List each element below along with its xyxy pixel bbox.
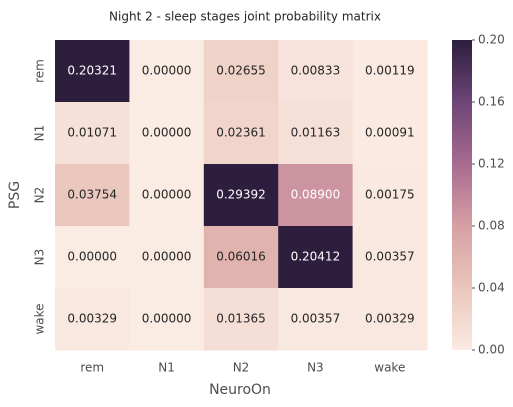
heatmap-cell xyxy=(203,164,279,227)
cell-label: 0.20412 xyxy=(291,250,341,264)
cell-label: 0.02361 xyxy=(216,126,266,140)
cell-label: 0.03754 xyxy=(67,188,117,202)
y-tick-label: N3 xyxy=(33,249,47,266)
cell-label: 0.08900 xyxy=(291,188,341,202)
cell-label: 0.01365 xyxy=(216,312,266,326)
cell-label: 0.00000 xyxy=(142,250,192,264)
colorbar-tick-label: 0.08 xyxy=(478,219,505,233)
heatmap-cell xyxy=(352,40,428,103)
chart-title: Night 2 - sleep stages joint probability… xyxy=(109,10,381,24)
cell-label: 0.02655 xyxy=(216,64,266,78)
colorbar-tick-label: 0.12 xyxy=(478,157,505,171)
heatmap-cell xyxy=(203,40,279,103)
colorbar-tick-label: 0.00 xyxy=(478,343,505,357)
y-tick-label: N2 xyxy=(33,187,47,204)
x-tick-label: rem xyxy=(80,361,104,375)
cell-label: 0.06016 xyxy=(216,250,266,264)
cell-label: 0.00329 xyxy=(67,312,117,326)
colorbar xyxy=(452,40,472,350)
heatmap-cell xyxy=(129,164,205,227)
y-tick-label: wake xyxy=(33,303,47,334)
cell-label: 0.00119 xyxy=(365,64,415,78)
heatmap-cell xyxy=(55,288,130,351)
heatmap-cell xyxy=(203,288,279,351)
heatmap-cell xyxy=(129,40,205,103)
heatmap-cell xyxy=(352,164,428,227)
cell-label: 0.00357 xyxy=(365,250,415,264)
cell-label: 0.00000 xyxy=(142,126,192,140)
heatmap-cell xyxy=(278,102,354,165)
x-tick-label: N1 xyxy=(158,361,175,375)
colorbar-tick-label: 0.04 xyxy=(478,281,505,295)
cell-label: 0.01071 xyxy=(67,126,117,140)
heatmap-cell xyxy=(55,226,130,289)
y-axis-label: PSG xyxy=(7,181,23,209)
cell-label: 0.00833 xyxy=(291,64,341,78)
cell-label: 0.01163 xyxy=(291,126,341,140)
cell-label: 0.00329 xyxy=(365,312,415,326)
y-tick-label: rem xyxy=(33,59,47,83)
x-axis-label: NeuroOn xyxy=(209,382,271,398)
cell-label: 0.00175 xyxy=(365,188,415,202)
heatmap-cell xyxy=(55,102,130,165)
heatmap-cell xyxy=(278,226,354,289)
cell-label: 0.00091 xyxy=(365,126,415,140)
y-tick-label: N1 xyxy=(33,125,47,142)
heatmap-cell xyxy=(352,226,428,289)
heatmap-cell xyxy=(129,226,205,289)
cell-label: 0.00000 xyxy=(142,64,192,78)
cell-label: 0.00000 xyxy=(67,250,117,264)
cell-label: 0.00000 xyxy=(142,188,192,202)
cell-label: 0.00357 xyxy=(291,312,341,326)
heatmap-cell xyxy=(55,164,130,227)
heatmap-cell xyxy=(203,226,279,289)
heatmap-cell xyxy=(55,40,130,103)
heatmap-cell xyxy=(278,288,354,351)
heatmap-cell xyxy=(352,288,428,351)
x-tick-label: N2 xyxy=(233,361,250,375)
cell-label: 0.00000 xyxy=(142,312,192,326)
colorbar-tick-label: 0.16 xyxy=(478,95,505,109)
x-tick-label: wake xyxy=(374,361,405,375)
colorbar-tick-label: 0.20 xyxy=(478,33,505,47)
heatmap-cell xyxy=(129,102,205,165)
heatmap-cell xyxy=(203,102,279,165)
x-tick-label: N3 xyxy=(307,361,324,375)
heatmap-cell xyxy=(352,102,428,165)
heatmap-cell xyxy=(278,40,354,103)
heatmap-cell xyxy=(278,164,354,227)
cell-label: 0.20321 xyxy=(67,64,117,78)
heatmap-cell xyxy=(129,288,205,351)
cell-label: 0.29392 xyxy=(216,188,266,202)
